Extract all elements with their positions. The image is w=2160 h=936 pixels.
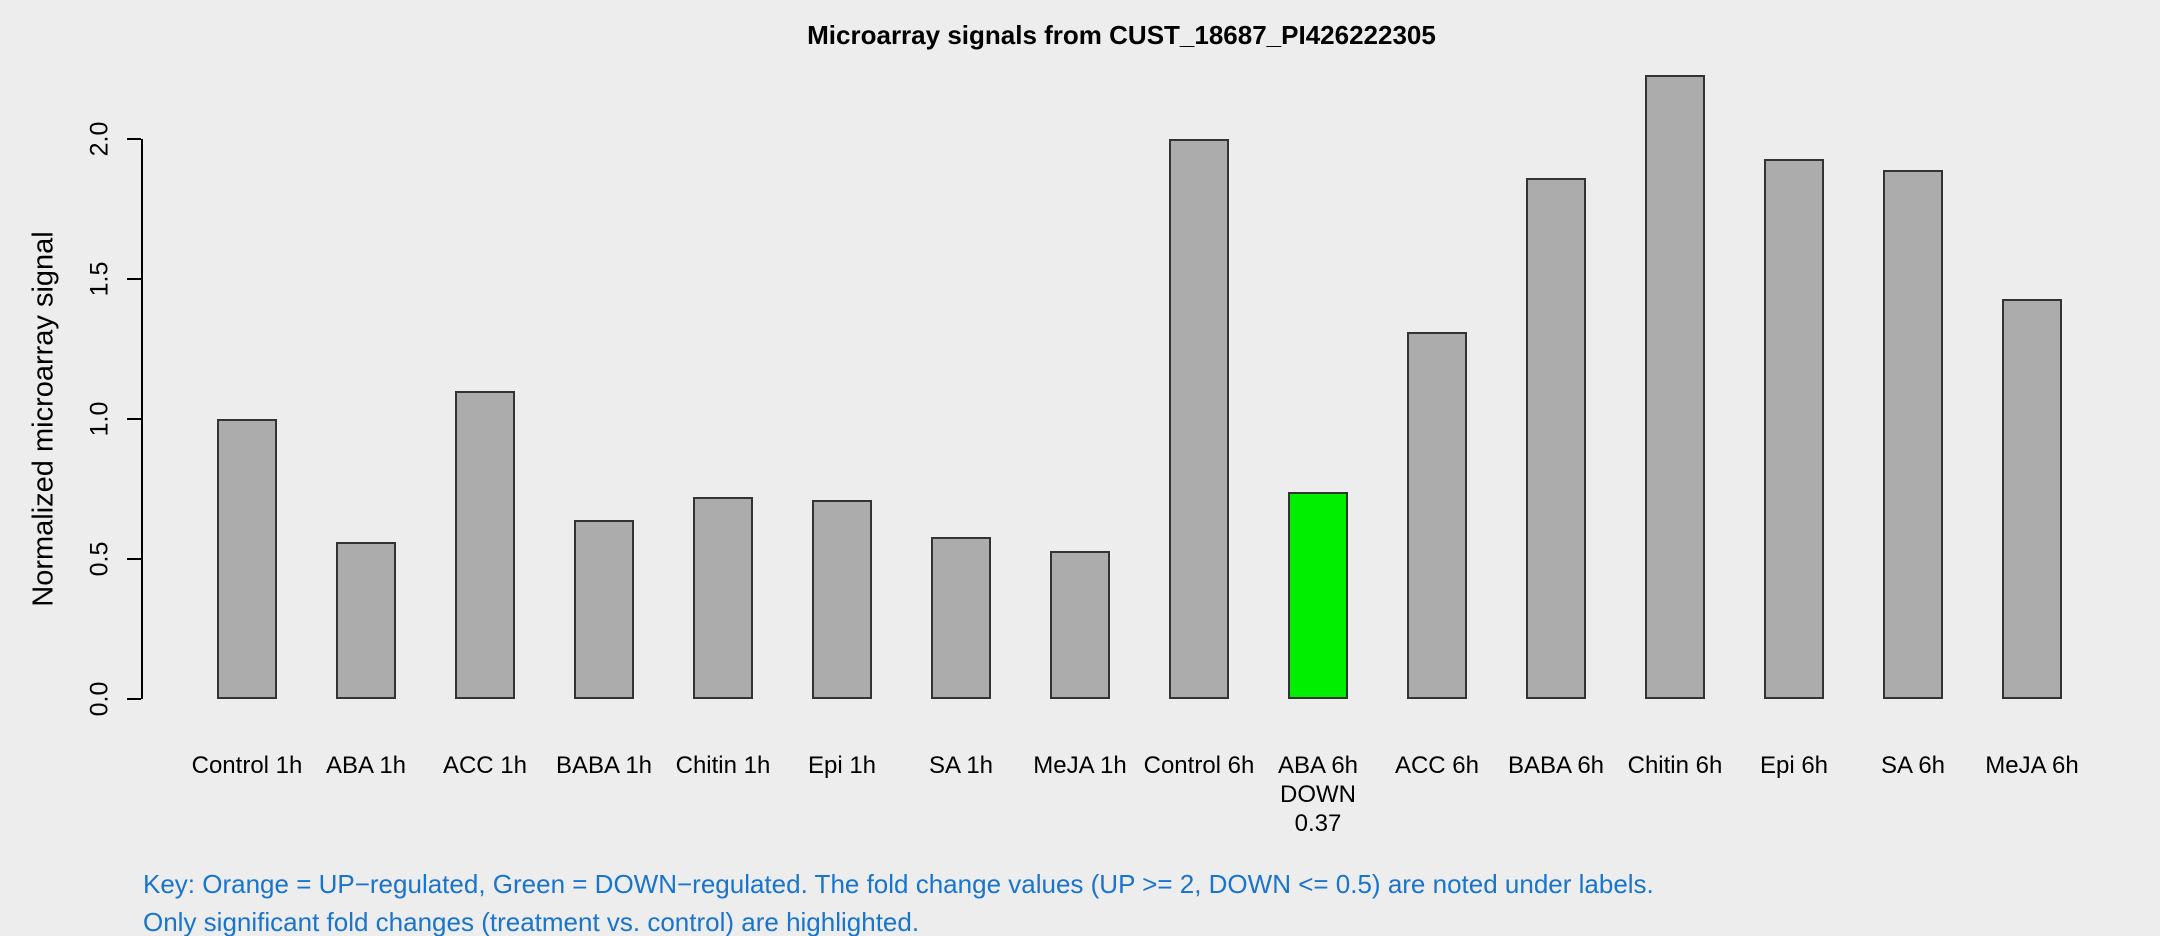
bar-epi-1h bbox=[812, 500, 872, 699]
bar-control-1h bbox=[217, 419, 277, 699]
bar-label-acc-1h: ACC 1h bbox=[442, 752, 528, 779]
y-axis-line bbox=[141, 139, 143, 699]
y-tick-mark-1.0 bbox=[127, 418, 141, 420]
bar-meja-1h bbox=[1050, 551, 1110, 699]
bar-chitin-1h bbox=[693, 497, 753, 699]
y-tick-label-0.0: 0.0 bbox=[85, 681, 114, 717]
y-tick-label-1.5: 1.5 bbox=[85, 261, 114, 297]
bar-label-epi-6h: Epi 6h bbox=[1759, 752, 1829, 779]
key-text-line-2: Only significant fold changes (treatment… bbox=[143, 907, 920, 936]
y-tick-label-1.0: 1.0 bbox=[85, 401, 114, 437]
bar-label-meja-6h: MeJA 6h bbox=[1985, 752, 2079, 779]
bar-label-baba-1h: BABA 1h bbox=[555, 752, 653, 779]
bar-label-chitin-1h: Chitin 1h bbox=[675, 752, 771, 779]
y-tick-mark-1.5 bbox=[127, 278, 141, 280]
y-tick-mark-2.0 bbox=[127, 138, 141, 140]
bar-meja-6h bbox=[2002, 299, 2062, 699]
bar-baba-1h bbox=[574, 520, 634, 699]
bar-epi-6h bbox=[1764, 159, 1824, 699]
bar-label-control-6h: Control 6h bbox=[1143, 752, 1255, 779]
bar-label-sa-1h: SA 1h bbox=[928, 752, 994, 779]
bar-label-epi-1h: Epi 1h bbox=[807, 752, 877, 779]
bar-acc-1h bbox=[455, 391, 515, 699]
bar-sa-1h bbox=[931, 537, 991, 699]
bar-label-aba-1h: ABA 1h bbox=[325, 752, 407, 779]
bar-control-6h bbox=[1169, 139, 1229, 699]
bar-label-aba-6h: ABA 6h DOWN 0.37 bbox=[1277, 752, 1359, 837]
y-tick-mark-0.5 bbox=[127, 558, 141, 560]
y-tick-label-0.5: 0.5 bbox=[85, 541, 114, 577]
bar-label-chitin-6h: Chitin 6h bbox=[1627, 752, 1723, 779]
key-text-line-1: Key: Orange = UP−regulated, Green = DOWN… bbox=[143, 869, 1654, 899]
bar-aba-1h bbox=[336, 542, 396, 699]
chart-title: Microarray signals from CUST_18687_PI426… bbox=[807, 20, 1436, 50]
bar-label-acc-6h: ACC 6h bbox=[1394, 752, 1480, 779]
y-tick-mark-0.0 bbox=[127, 698, 141, 700]
bar-acc-6h bbox=[1407, 332, 1467, 699]
bar-aba-6h bbox=[1288, 492, 1348, 699]
bar-sa-6h bbox=[1883, 170, 1943, 699]
bar-baba-6h bbox=[1526, 178, 1586, 699]
bar-chitin-6h bbox=[1645, 75, 1705, 699]
bar-label-meja-1h: MeJA 1h bbox=[1033, 752, 1127, 779]
y-tick-label-2.0: 2.0 bbox=[85, 121, 114, 157]
bar-label-control-1h: Control 1h bbox=[191, 752, 303, 779]
bar-label-baba-6h: BABA 6h bbox=[1507, 752, 1605, 779]
bar-label-sa-6h: SA 6h bbox=[1880, 752, 1946, 779]
y-axis-title: Normalized microarray signal bbox=[27, 231, 60, 607]
